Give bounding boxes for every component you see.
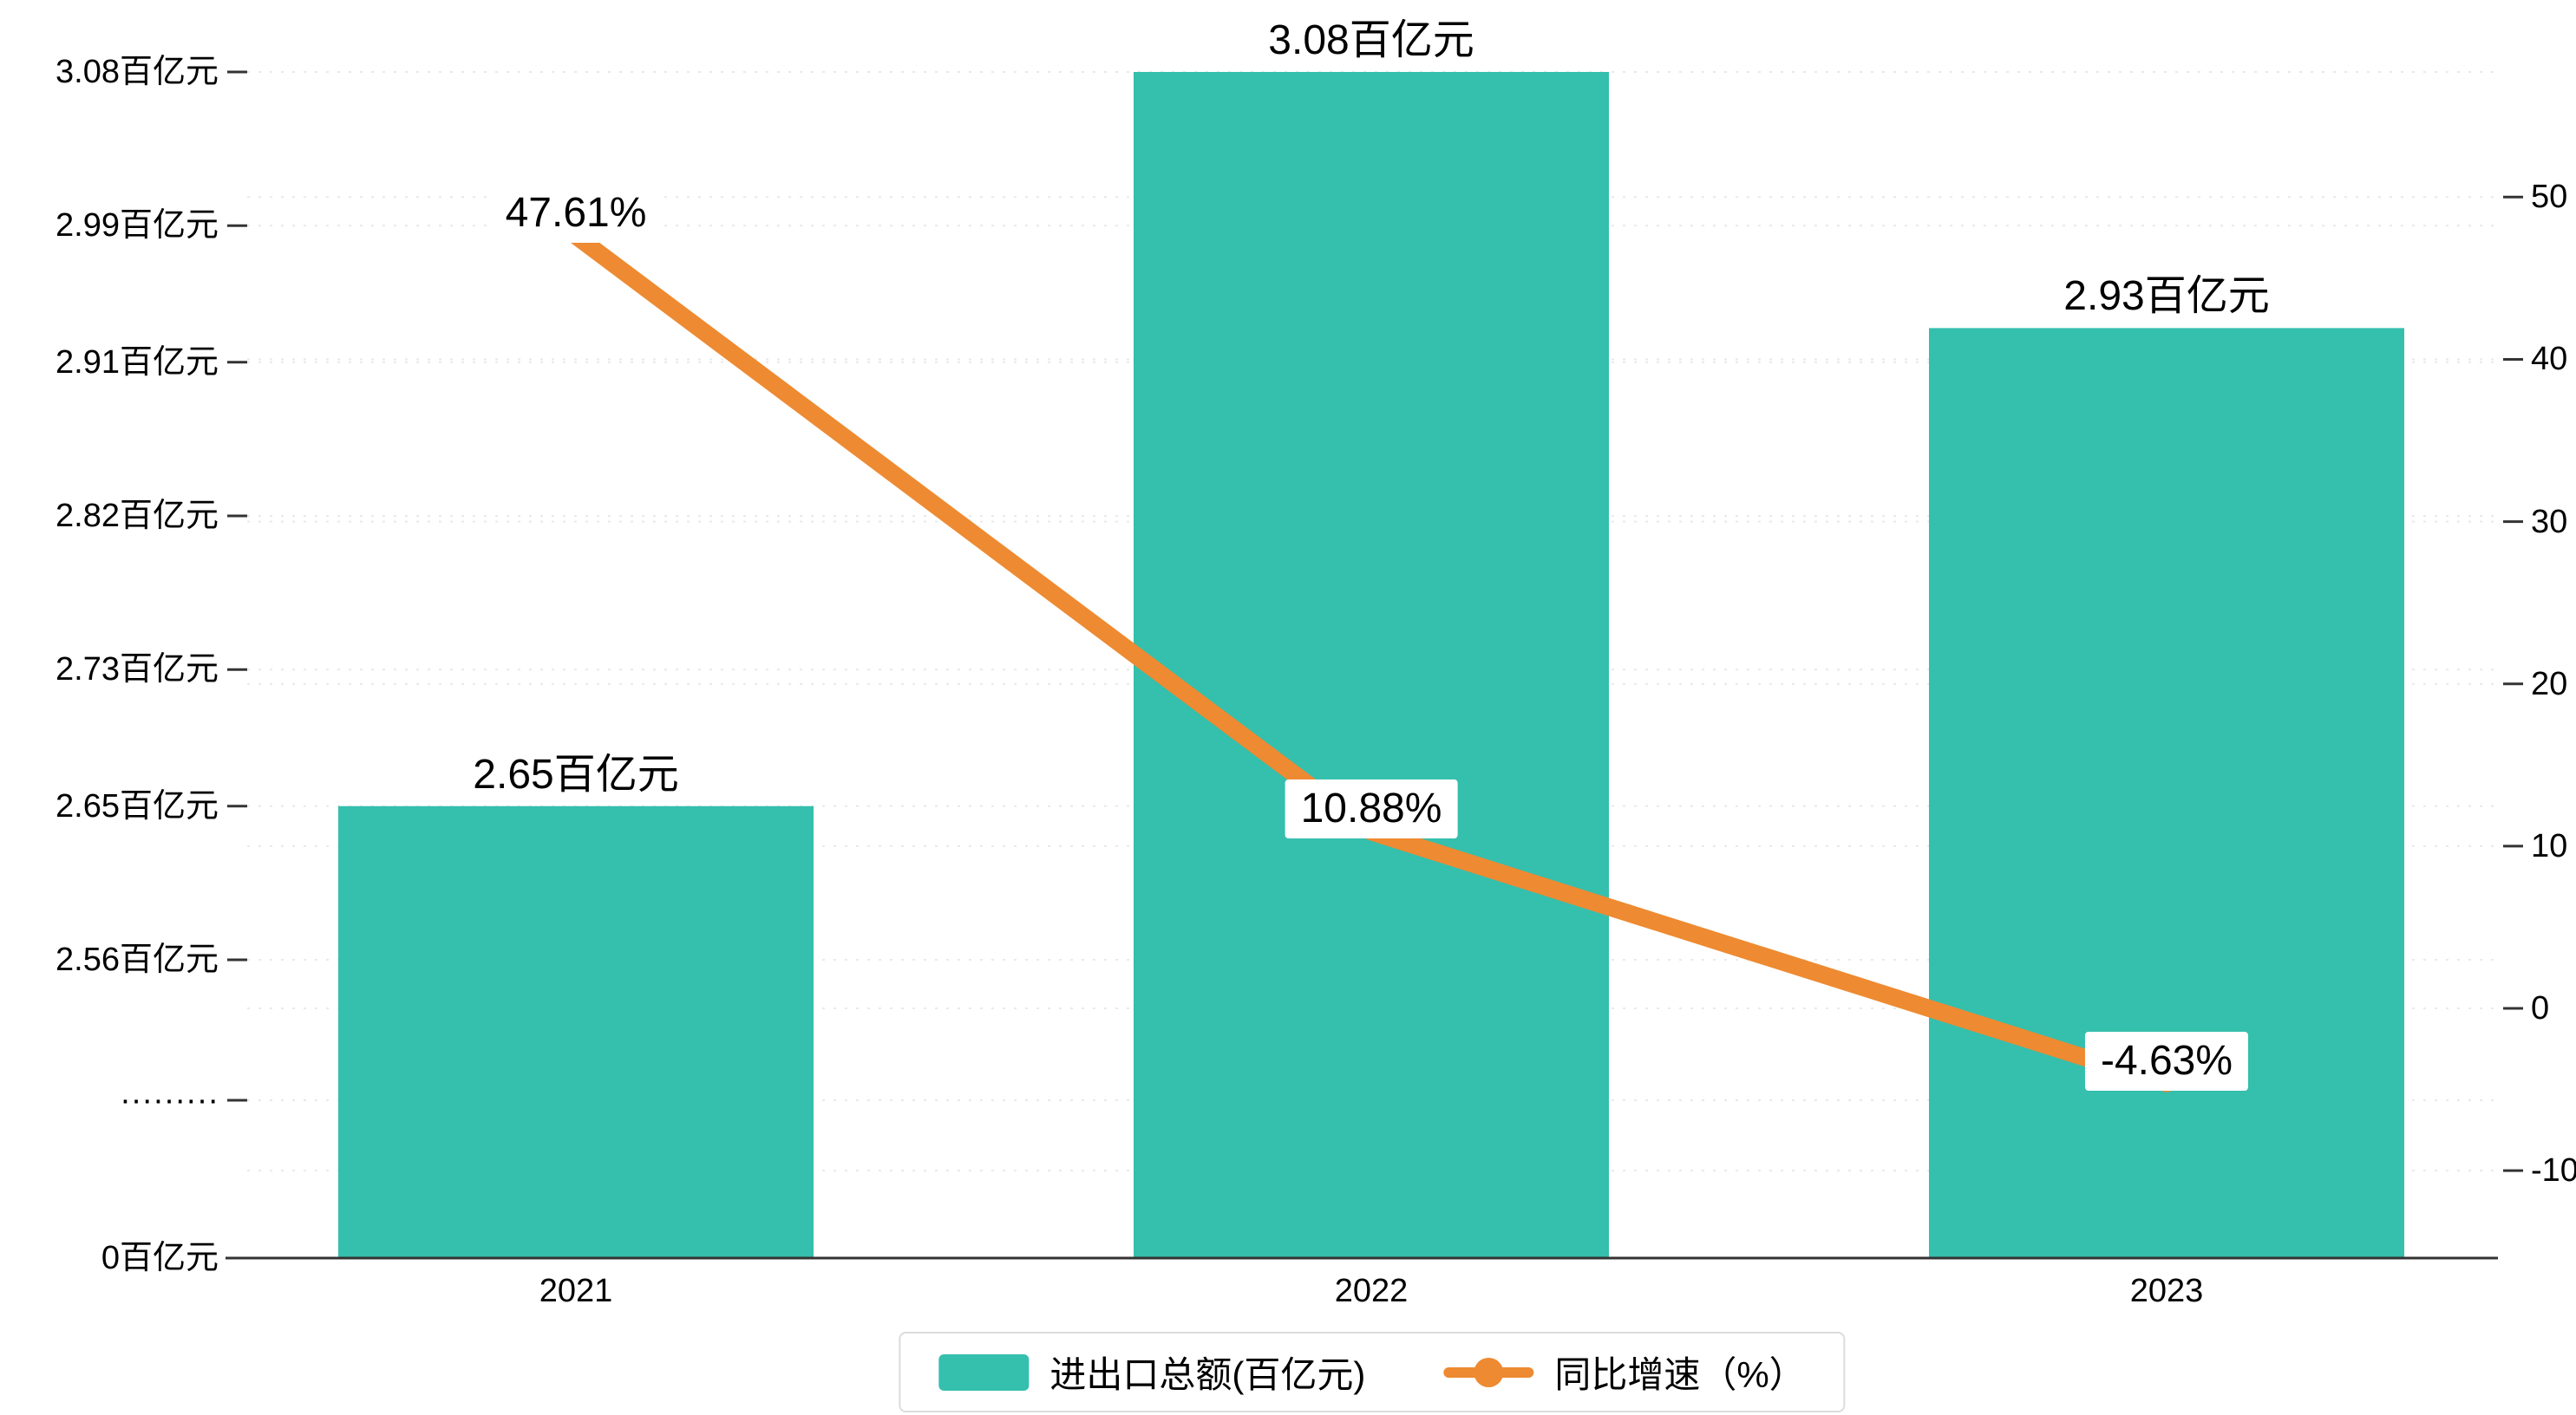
x-axis-label: 2022 <box>1334 1273 1409 1309</box>
bar-value-label: 2.93百亿元 <box>2048 267 2285 327</box>
x-axis-label: 2023 <box>2129 1273 2204 1309</box>
line-value-label: -4.63% <box>2084 1031 2249 1091</box>
left-axis-tick-label: 2.56百亿元 <box>56 941 219 978</box>
right-axis-tick-label: 10 <box>2531 827 2568 864</box>
right-axis-tick-label: 30 <box>2531 503 2568 540</box>
legend: 进出口总额(百亿元) 同比增速（%） <box>899 1332 1846 1412</box>
right-axis-tick-label: -10 <box>2531 1152 2576 1190</box>
bar-2021[interactable] <box>338 805 814 1258</box>
right-axis-tick-label: 40 <box>2531 341 2568 378</box>
bar-2022[interactable] <box>1134 72 1609 1258</box>
line-legend-dot <box>1474 1357 1504 1387</box>
legend-label-growth-rate: 同比增速（%） <box>1554 1354 1806 1395</box>
left-axis-tick-label: 2.82百亿元 <box>56 497 219 534</box>
right-axis-tick-label: 0 <box>2531 990 2550 1027</box>
left-axis-tick-label: 2.99百亿元 <box>56 207 219 245</box>
right-axis-tick-label: 20 <box>2531 665 2568 702</box>
bar-2023[interactable] <box>1929 328 2404 1258</box>
line-legend-marker <box>1443 1357 1534 1387</box>
left-axis-tick-label: 2.91百亿元 <box>56 343 219 381</box>
legend-item-growth-rate[interactable]: 同比增速（%） <box>1443 1346 1806 1399</box>
right-axis-tick-label: 50 <box>2531 179 2568 216</box>
line-value-label: 10.88% <box>1285 779 1458 839</box>
bar-value-label: 3.08百亿元 <box>1252 11 1490 70</box>
left-axis-tick-label: 3.08百亿元 <box>56 54 219 90</box>
left-axis-tick-label: 0百亿元 <box>101 1240 219 1276</box>
left-axis-tick-label: 2.73百亿元 <box>56 651 219 688</box>
legend-item-total-trade[interactable]: 进出口总额(百亿元) <box>938 1346 1365 1399</box>
bar-legend-swatch <box>938 1353 1030 1391</box>
x-axis-label: 2021 <box>539 1273 613 1309</box>
left-axis-tick-label: ········· <box>120 1082 219 1118</box>
legend-label-total-trade: 进出口总额(百亿元) <box>1049 1354 1366 1395</box>
bar-value-label: 2.65百亿元 <box>457 745 695 805</box>
line-value-label: 47.61% <box>489 184 663 244</box>
left-axis-tick-label: 2.65百亿元 <box>56 787 219 825</box>
